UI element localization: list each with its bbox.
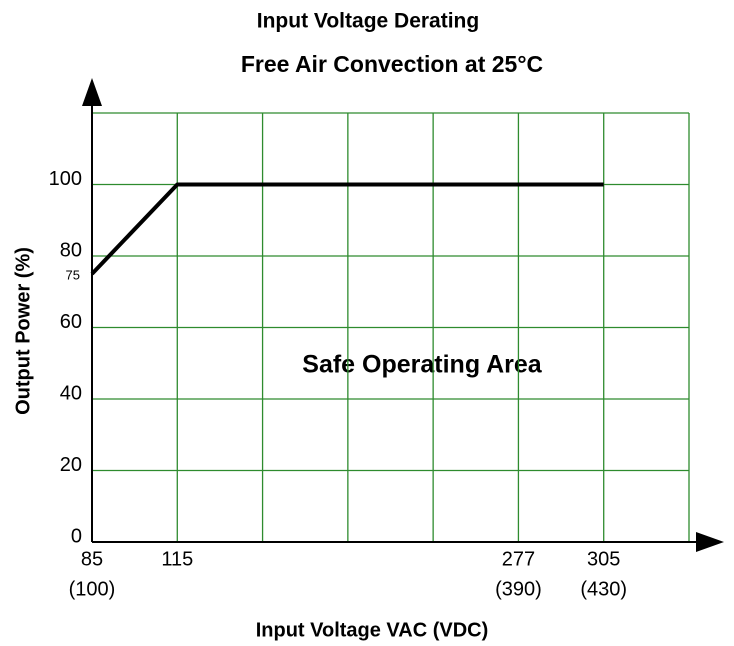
x-tick-sublabel: (430) bbox=[580, 578, 627, 600]
x-tick-label: 115 bbox=[161, 548, 193, 570]
y-tick-label: 0 bbox=[71, 525, 82, 547]
y-tick-label: 80 bbox=[60, 239, 82, 261]
y-tick-label: 60 bbox=[60, 311, 82, 333]
y-tick-label: 40 bbox=[60, 382, 82, 404]
y-axis-arrow bbox=[82, 78, 102, 106]
x-axis-label: Input Voltage VAC (VDC) bbox=[256, 619, 489, 641]
x-tick-sublabel: (390) bbox=[495, 578, 542, 600]
chart-subtitle: Free Air Convection at 25°C bbox=[241, 51, 543, 77]
data-line bbox=[90, 182, 604, 276]
x-tick-label: 85 bbox=[81, 548, 103, 570]
x-tick-label: 277 bbox=[502, 548, 535, 570]
x-axis-arrow bbox=[696, 532, 724, 552]
x-tick-label: 305 bbox=[587, 548, 620, 570]
x-tick-sublabel: (100) bbox=[69, 578, 116, 600]
y-tick-label: 100 bbox=[49, 168, 82, 190]
y-minor-tick-label: 75 bbox=[66, 267, 80, 282]
y-tick-label: 20 bbox=[60, 454, 82, 476]
annotation: Safe Operating Area bbox=[302, 351, 543, 379]
chart-title: Input Voltage Derating bbox=[257, 10, 479, 33]
y-axis-label: Output Power (%) bbox=[12, 247, 34, 415]
